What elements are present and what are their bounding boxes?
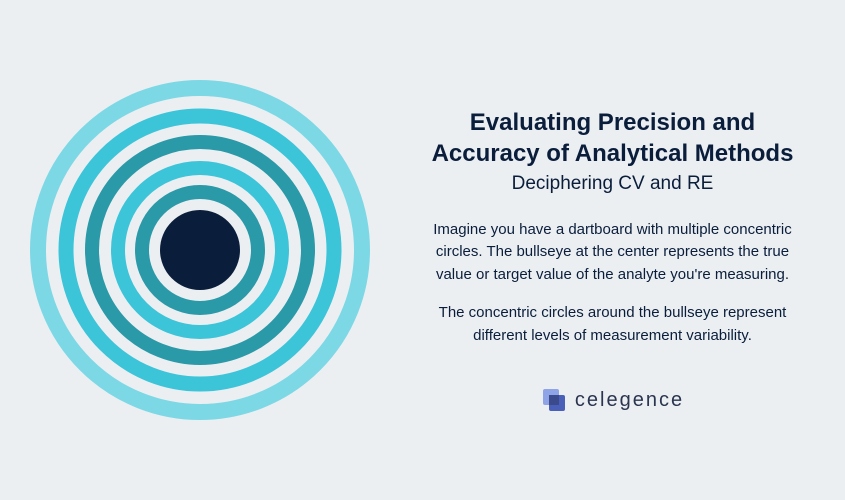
page-title: Evaluating Precision and Accuracy of Ana… [420,107,805,169]
brand-logo: celegence [541,387,684,413]
infographic-container: Evaluating Precision and Accuracy of Ana… [0,0,845,500]
concentric-target-icon [30,80,370,420]
page-subtitle: Deciphering CV and RE [512,173,714,195]
logo-icon [541,387,567,413]
body-paragraph-2: The concentric circles around the bullse… [420,302,805,347]
text-panel: Evaluating Precision and Accuracy of Ana… [400,57,845,444]
target-panel [0,0,400,500]
logo-text: celegence [575,389,684,412]
body-paragraph-1: Imagine you have a dartboard with multip… [420,219,805,287]
